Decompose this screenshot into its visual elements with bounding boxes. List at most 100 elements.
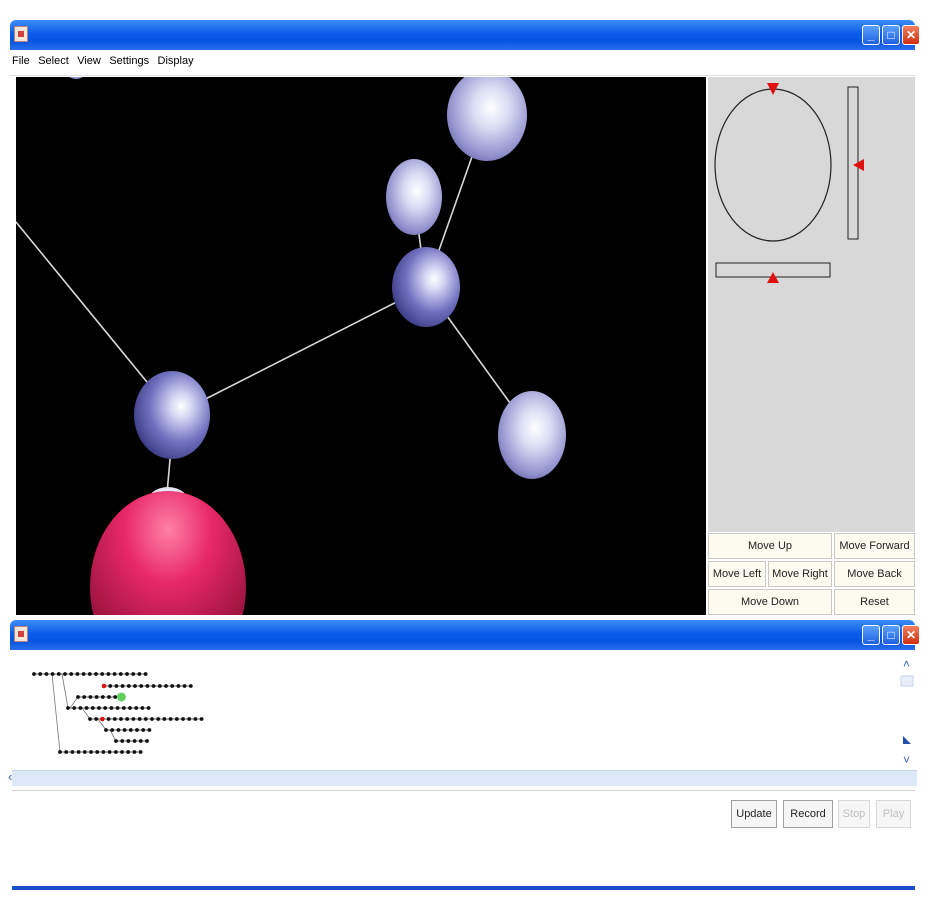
update-button[interactable]: Update [731, 800, 777, 828]
horizontal-scrollbar[interactable]: ‹ [8, 769, 917, 786]
tree-node[interactable] [174, 717, 179, 721]
tree-node[interactable] [187, 717, 192, 721]
tree-node[interactable] [131, 672, 136, 676]
move-down-button[interactable]: Move Down [708, 589, 832, 615]
tree-node[interactable] [147, 728, 152, 732]
tree-row[interactable] [66, 706, 151, 710]
tree-node[interactable] [193, 717, 198, 721]
scroll-up-icon[interactable]: ˄ [903, 657, 910, 671]
tree-node[interactable] [113, 750, 118, 754]
move-forward-button[interactable]: Move Forward [834, 533, 915, 559]
tree-node[interactable] [87, 672, 92, 676]
tree-row[interactable] [32, 672, 148, 676]
tree-row[interactable] [101, 683, 193, 689]
tree-node[interactable] [181, 717, 185, 721]
tree-node[interactable] [106, 672, 111, 676]
molecule-3d-viewport[interactable] [16, 77, 706, 615]
tree-node[interactable] [63, 672, 67, 676]
tree-node[interactable] [76, 695, 80, 699]
scroll-down-icon[interactable]: ˅ [903, 753, 910, 767]
tree-node[interactable] [125, 672, 129, 676]
tree-node[interactable] [84, 706, 89, 710]
tree-node[interactable] [101, 750, 106, 754]
tree-node[interactable] [126, 739, 131, 743]
atom-central[interactable] [392, 247, 460, 327]
tree-node[interactable] [90, 706, 95, 710]
tree-node[interactable] [199, 717, 204, 721]
tree-node[interactable] [151, 684, 156, 688]
move-back-button[interactable]: Move Back [834, 561, 915, 587]
atom[interactable] [134, 371, 210, 459]
tree-row[interactable] [76, 692, 126, 702]
tree-node[interactable] [81, 672, 86, 676]
tree-row[interactable] [88, 716, 204, 722]
tree-node[interactable] [112, 717, 117, 721]
tree-node[interactable] [58, 750, 62, 754]
tree-row[interactable] [114, 739, 149, 743]
tree-node[interactable] [100, 695, 105, 699]
atom[interactable] [386, 159, 442, 235]
tree-node[interactable] [128, 706, 132, 710]
tree-node[interactable] [168, 717, 173, 721]
tree-node[interactable] [138, 750, 143, 754]
tree-node[interactable] [156, 717, 161, 721]
tree-node[interactable] [108, 684, 113, 688]
minimize-icon[interactable]: _ [862, 625, 880, 645]
tree-node[interactable] [38, 672, 43, 676]
tree-node[interactable] [88, 695, 93, 699]
tree-node[interactable] [100, 672, 105, 676]
tree-node[interactable] [170, 684, 175, 688]
vertical-scrollbar[interactable]: ˄ ˅ › [897, 652, 917, 788]
tree-node[interactable] [94, 672, 98, 676]
move-left-button[interactable]: Move Left [708, 561, 766, 587]
tree-node[interactable] [137, 717, 142, 721]
tree-node[interactable] [113, 695, 118, 699]
tree-node[interactable] [94, 695, 99, 699]
record-button[interactable]: Record [783, 800, 833, 828]
maximize-icon[interactable]: □ [882, 625, 900, 645]
tree-node[interactable] [50, 672, 55, 676]
menu-view[interactable]: View [77, 55, 101, 67]
tree-node[interactable] [118, 672, 123, 676]
tree-node[interactable] [82, 695, 87, 699]
tree-node[interactable] [126, 750, 131, 754]
reset-button[interactable]: Reset [834, 589, 915, 615]
tree-node[interactable] [134, 706, 139, 710]
tree-node[interactable] [188, 684, 193, 688]
tree-node[interactable] [140, 706, 145, 710]
viewer-window-titlebar[interactable]: _ □ ✕ [10, 20, 920, 50]
tree-node[interactable] [122, 728, 127, 732]
tree-node[interactable] [141, 728, 146, 732]
tree-row[interactable] [58, 750, 143, 754]
play-button[interactable]: Play [876, 800, 911, 828]
tree-node[interactable] [120, 684, 125, 688]
tree-node[interactable] [146, 706, 151, 710]
tree-node[interactable] [143, 672, 148, 676]
tree-node[interactable] [89, 750, 93, 754]
tree-node[interactable] [106, 717, 111, 721]
tree-node[interactable] [69, 672, 74, 676]
tree-node[interactable] [78, 706, 83, 710]
atom[interactable] [66, 77, 86, 79]
tree-node[interactable] [107, 695, 111, 699]
tree-node[interactable] [128, 728, 133, 732]
tree-node[interactable] [114, 684, 119, 688]
vertical-slider[interactable] [847, 86, 859, 240]
tree-node[interactable] [182, 684, 187, 688]
tree-node[interactable] [64, 750, 69, 754]
maximize-icon[interactable]: □ [882, 25, 900, 45]
tree-node[interactable] [125, 717, 130, 721]
tree-node[interactable] [131, 717, 136, 721]
tree-node[interactable] [133, 684, 137, 688]
tree-node[interactable] [120, 739, 125, 743]
tree-node[interactable] [110, 728, 115, 732]
tree-node[interactable] [116, 728, 121, 732]
tree-node[interactable] [95, 750, 100, 754]
tree-node[interactable] [70, 750, 75, 754]
tree-node[interactable] [145, 684, 150, 688]
tree-node[interactable] [115, 706, 120, 710]
minimize-icon[interactable]: _ [862, 25, 880, 45]
tree-node[interactable] [109, 706, 114, 710]
tree-node[interactable] [75, 672, 80, 676]
tree-node[interactable] [121, 706, 126, 710]
